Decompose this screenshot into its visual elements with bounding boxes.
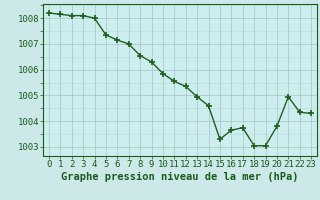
- X-axis label: Graphe pression niveau de la mer (hPa): Graphe pression niveau de la mer (hPa): [61, 172, 299, 182]
